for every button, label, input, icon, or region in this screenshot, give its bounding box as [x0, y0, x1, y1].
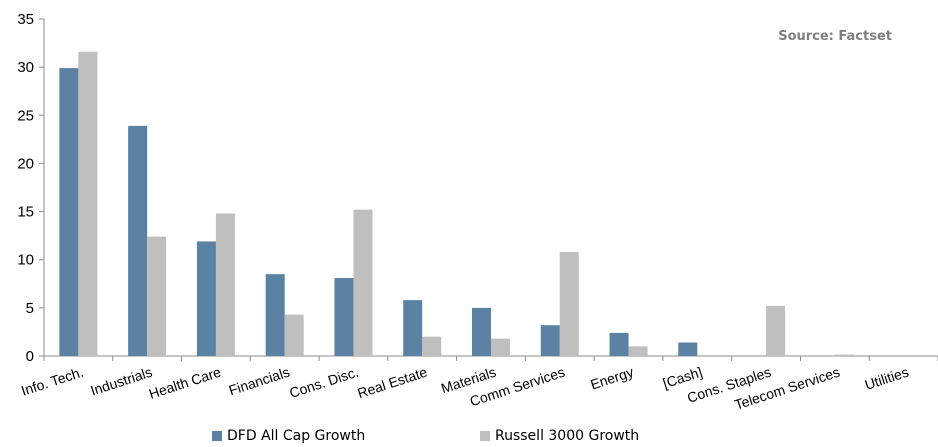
- bar-dfd: [678, 342, 698, 356]
- y-tick-label: 0: [26, 348, 34, 365]
- bar-russell: [284, 314, 304, 356]
- category-label: Industrials: [88, 364, 154, 399]
- bars-group: [59, 51, 854, 357]
- legend-label-russell: Russell 3000 Growth: [495, 428, 640, 444]
- bar-russell: [766, 305, 786, 356]
- bar-dfd: [59, 68, 79, 356]
- y-tick-label: 5: [26, 300, 34, 317]
- x-axis: [43, 355, 938, 361]
- y-tick-label: 35: [17, 11, 34, 28]
- legend-item-dfd: DFD All Cap Growth: [212, 428, 365, 444]
- bar-russell: [491, 338, 510, 356]
- legend-swatch-russell: [480, 431, 490, 441]
- bar-dfd: [265, 274, 285, 356]
- bar-russell: [559, 252, 579, 356]
- bar-russell: [215, 213, 235, 356]
- bar-russell: [147, 236, 167, 356]
- bar-dfd: [334, 278, 354, 356]
- bar-russell: [834, 354, 854, 356]
- bar-dfd: [472, 307, 491, 356]
- category-label: Utilities: [863, 364, 911, 393]
- legend-label-dfd: DFD All Cap Growth: [227, 428, 366, 444]
- bar-dfd: [403, 300, 423, 356]
- y-tick-label: 30: [17, 59, 34, 76]
- bar-dfd: [609, 332, 629, 356]
- legend: DFD All Cap Growth Russell 3000 Growth: [0, 428, 938, 447]
- legend-item-russell: Russell 3000 Growth: [480, 428, 639, 444]
- category-label: Health Care: [147, 364, 223, 402]
- bar-dfd: [128, 125, 148, 357]
- y-tick-label: 10: [17, 252, 34, 269]
- y-tick-label: 25: [17, 107, 34, 124]
- y-axis: 0 5 10 15 20 25 30 35: [17, 11, 45, 365]
- bar-dfd: [196, 241, 216, 356]
- category-label: Cons. Disc.: [287, 364, 360, 401]
- bar-russell: [628, 346, 648, 356]
- category-label: Real Estate: [355, 364, 429, 402]
- legend-swatch-dfd: [212, 431, 222, 441]
- category-label: Financials: [227, 364, 292, 399]
- y-tick-label: 20: [17, 155, 34, 172]
- bar-russell: [422, 336, 442, 356]
- y-tick-label: 15: [17, 204, 34, 221]
- bar-dfd: [540, 325, 560, 356]
- source-annotation: Source: Factset: [778, 29, 892, 44]
- category-label: Energy: [588, 364, 635, 393]
- bar-russell: [353, 209, 373, 356]
- bar-russell: [78, 51, 98, 356]
- category-label: Info. Tech.: [19, 364, 85, 399]
